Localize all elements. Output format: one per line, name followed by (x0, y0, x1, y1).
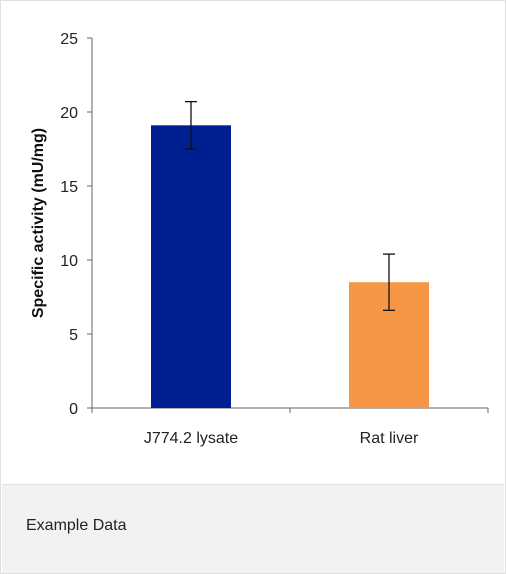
y-tick-label: 15 (60, 179, 78, 196)
x-category-label: J774.2 lysate (144, 430, 238, 447)
y-axis-title: Specific activity (mU/mg) (30, 128, 47, 318)
chart-area: 0 5 10 15 20 25 J774.2 lysate Rat liver Specific… (2, 2, 504, 483)
y-tick-label: 5 (69, 327, 78, 344)
y-tick-label: 20 (60, 105, 78, 122)
y-tick-label: 0 (69, 401, 78, 418)
y-tick-label: 25 (60, 31, 78, 48)
y-tick-label: 10 (60, 253, 78, 270)
x-category-label: Rat liver (360, 430, 419, 447)
bar (151, 125, 231, 408)
figure-caption: Example Data (26, 517, 127, 534)
caption-area: Example Data (2, 484, 504, 573)
bar-chart: 0 5 10 15 20 25 J774.2 lysate Rat liver Specific… (30, 31, 489, 447)
